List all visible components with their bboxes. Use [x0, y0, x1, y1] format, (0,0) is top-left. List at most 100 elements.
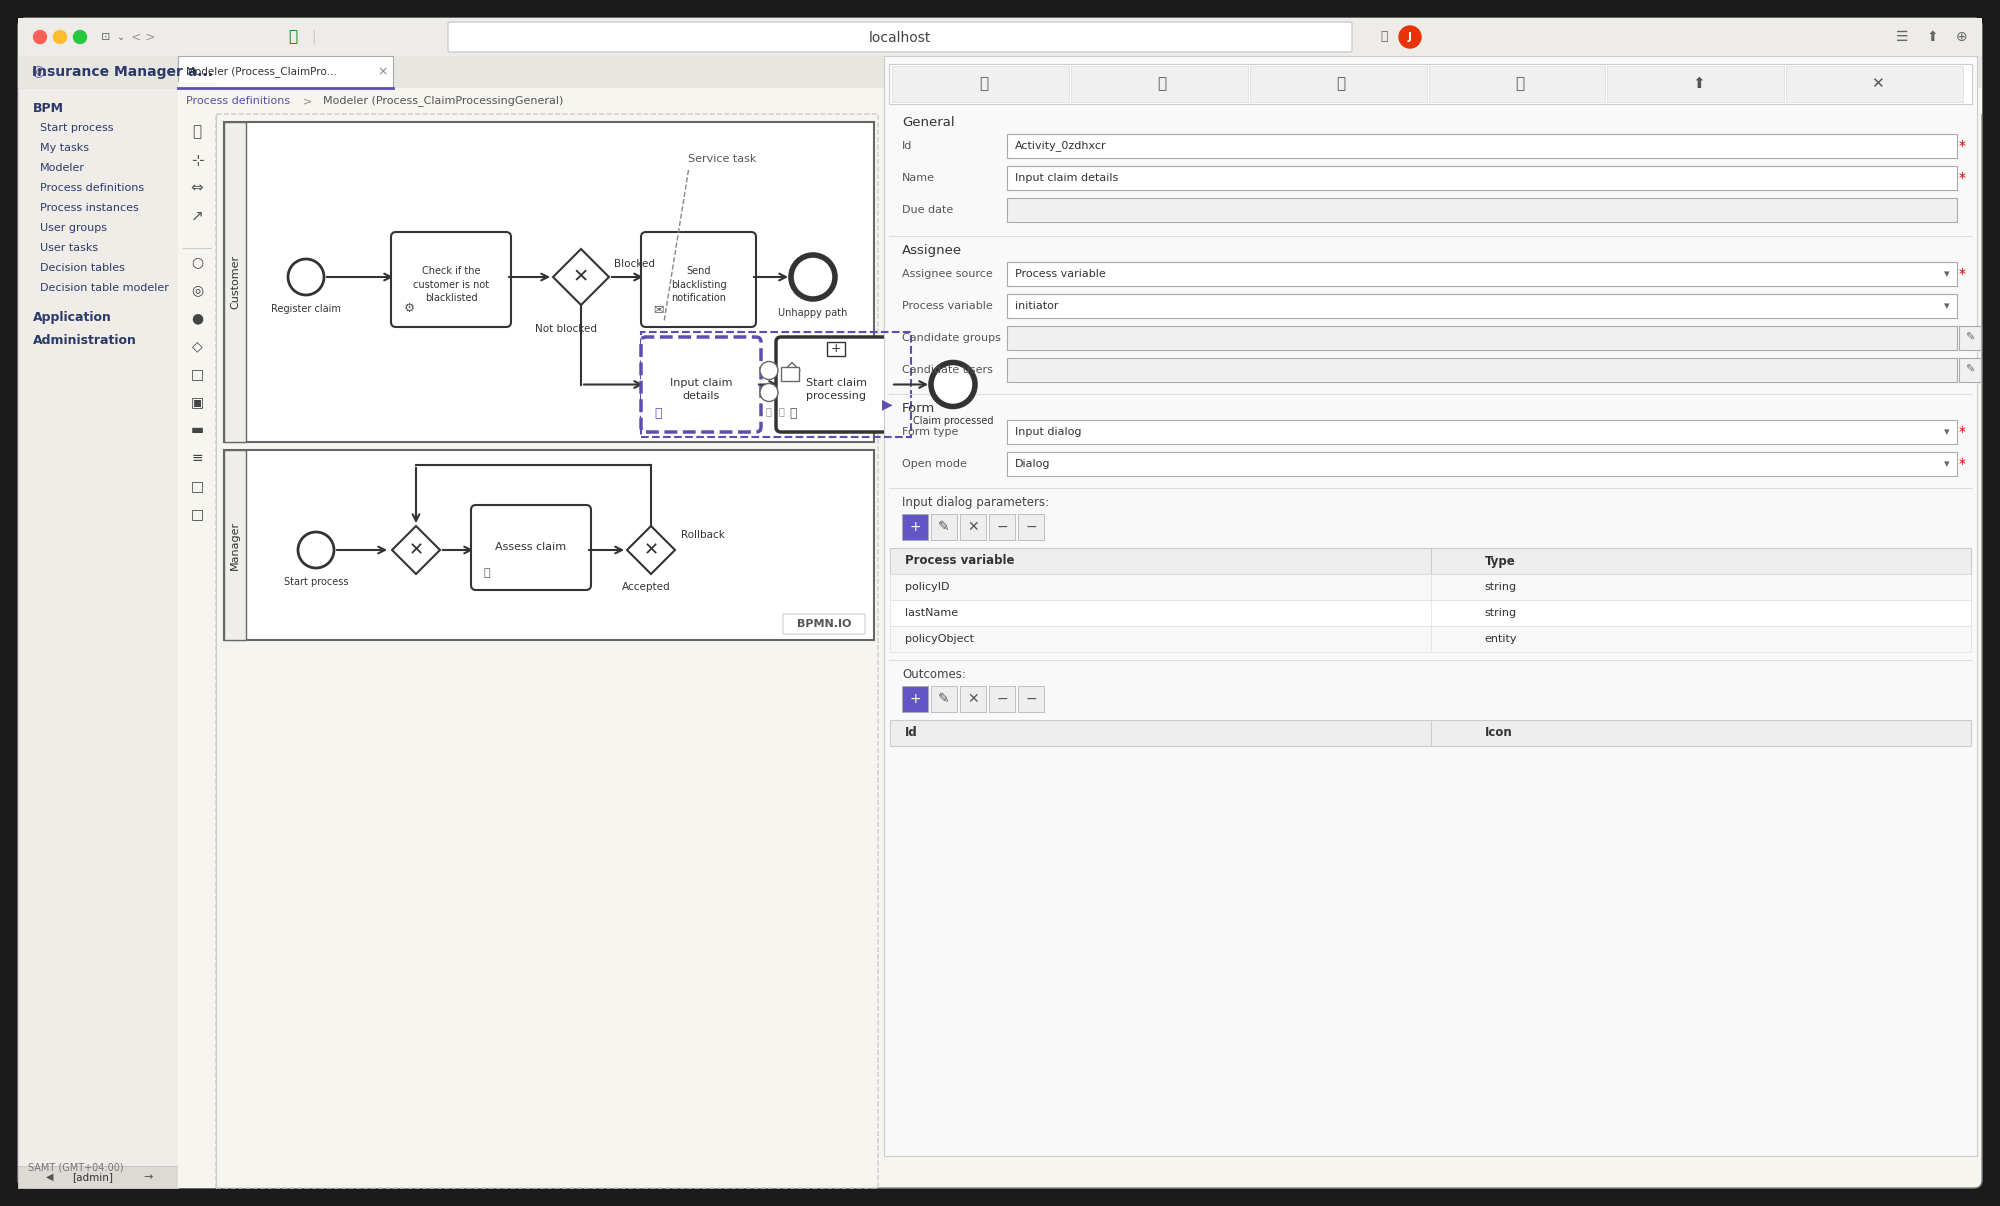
- Text: ⚙: ⚙: [404, 302, 416, 315]
- Text: User tasks: User tasks: [40, 242, 98, 253]
- Bar: [1008, 294, 1956, 318]
- Text: Start process: Start process: [284, 576, 348, 587]
- Text: *: *: [1958, 425, 1966, 439]
- Text: Send
blacklisting
notification: Send blacklisting notification: [670, 267, 726, 303]
- Text: ◎: ◎: [190, 283, 204, 297]
- Text: initiator: initiator: [1016, 302, 1058, 311]
- Circle shape: [288, 259, 324, 295]
- Text: Process variable: Process variable: [1016, 269, 1106, 279]
- Bar: [178, 55, 392, 88]
- Text: 🏃: 🏃: [484, 568, 490, 578]
- Text: policyObject: policyObject: [904, 634, 974, 644]
- Text: string: string: [1484, 582, 1516, 592]
- Text: General: General: [902, 116, 954, 129]
- Bar: [1070, 66, 1248, 103]
- Bar: [988, 686, 1016, 712]
- Text: >: >: [304, 96, 312, 106]
- Text: >: >: [144, 30, 156, 43]
- Text: →: →: [144, 1172, 152, 1182]
- FancyBboxPatch shape: [448, 22, 1352, 52]
- Text: string: string: [1484, 608, 1516, 617]
- FancyBboxPatch shape: [216, 115, 878, 1188]
- Bar: [988, 514, 1016, 540]
- Text: ✕: ✕: [968, 692, 978, 706]
- Text: Process variable: Process variable: [902, 302, 992, 311]
- Text: ⊡: ⊡: [102, 33, 110, 42]
- Text: ↗: ↗: [190, 209, 204, 223]
- Text: ▾: ▾: [1944, 459, 1950, 469]
- Bar: [1008, 358, 1956, 382]
- Text: ✕: ✕: [572, 268, 590, 287]
- Text: localhost: localhost: [868, 31, 932, 45]
- FancyBboxPatch shape: [472, 505, 592, 590]
- Bar: [902, 686, 928, 712]
- Text: Check if the
customer is not
blacklisted: Check if the customer is not blacklisted: [412, 267, 490, 303]
- Text: −: −: [996, 520, 1008, 534]
- Bar: [1008, 262, 1956, 286]
- Text: ✕: ✕: [1872, 76, 1884, 92]
- Text: ✎: ✎: [1966, 365, 1974, 375]
- Text: ✉: ✉: [652, 303, 664, 316]
- Text: Rollback: Rollback: [680, 529, 724, 540]
- Bar: [884, 55, 1976, 1157]
- Text: Input dialog: Input dialog: [1016, 427, 1082, 437]
- FancyBboxPatch shape: [784, 614, 864, 634]
- Text: |: |: [312, 30, 316, 45]
- Text: +: +: [830, 343, 842, 356]
- Text: 👤: 👤: [1516, 76, 1524, 92]
- Text: <: <: [130, 30, 142, 43]
- Text: 🔍: 🔍: [1380, 30, 1388, 43]
- Text: Form type: Form type: [902, 427, 958, 437]
- Text: Blocked: Blocked: [614, 259, 656, 269]
- Text: □: □: [190, 507, 204, 521]
- Bar: [932, 686, 958, 712]
- Text: ✋: ✋: [192, 124, 202, 140]
- Circle shape: [74, 30, 86, 43]
- Bar: [1008, 452, 1956, 476]
- Bar: [1008, 134, 1956, 158]
- Text: ○: ○: [190, 254, 204, 269]
- FancyBboxPatch shape: [640, 232, 756, 327]
- Bar: [178, 88, 1982, 115]
- Bar: [18, 1166, 178, 1188]
- FancyBboxPatch shape: [640, 336, 760, 432]
- Text: Decision tables: Decision tables: [40, 263, 124, 273]
- Circle shape: [298, 532, 334, 568]
- Text: My tasks: My tasks: [40, 144, 88, 153]
- Text: ✕: ✕: [968, 520, 978, 534]
- Text: User groups: User groups: [40, 223, 108, 233]
- Text: Type: Type: [1484, 555, 1516, 568]
- Text: Input claim details: Input claim details: [1016, 172, 1118, 183]
- Text: Candidate groups: Candidate groups: [902, 333, 1000, 343]
- Text: ⊕: ⊕: [1956, 30, 1968, 43]
- Text: Input claim
details: Input claim details: [670, 377, 732, 402]
- Bar: [1008, 420, 1956, 444]
- Text: Process definitions: Process definitions: [40, 183, 144, 193]
- Text: ●: ●: [190, 311, 204, 324]
- Circle shape: [760, 384, 778, 402]
- Text: −: −: [1026, 520, 1036, 534]
- Bar: [224, 122, 874, 443]
- Text: Insurance Manager a...: Insurance Manager a...: [32, 65, 214, 80]
- Bar: [224, 122, 246, 443]
- Bar: [890, 548, 1972, 574]
- Bar: [960, 686, 986, 712]
- Circle shape: [34, 30, 46, 43]
- Text: Accepted: Accepted: [622, 582, 670, 592]
- Text: ⊹: ⊹: [190, 152, 204, 168]
- Text: −: −: [1026, 692, 1036, 706]
- Text: ⌄: ⌄: [116, 33, 126, 42]
- Circle shape: [760, 362, 778, 380]
- Text: Process definitions: Process definitions: [186, 96, 290, 106]
- Bar: [960, 514, 986, 540]
- Text: Assess claim: Assess claim: [496, 543, 566, 552]
- Bar: [224, 450, 874, 640]
- Text: ◎: ◎: [32, 64, 44, 80]
- Text: ▾: ▾: [1944, 427, 1950, 437]
- Text: 🔒: 🔒: [978, 76, 988, 92]
- Bar: [1960, 358, 1980, 382]
- Bar: [890, 720, 1972, 747]
- Polygon shape: [784, 363, 800, 379]
- Text: ▾: ▾: [1944, 302, 1950, 311]
- Text: ✎: ✎: [1966, 333, 1974, 343]
